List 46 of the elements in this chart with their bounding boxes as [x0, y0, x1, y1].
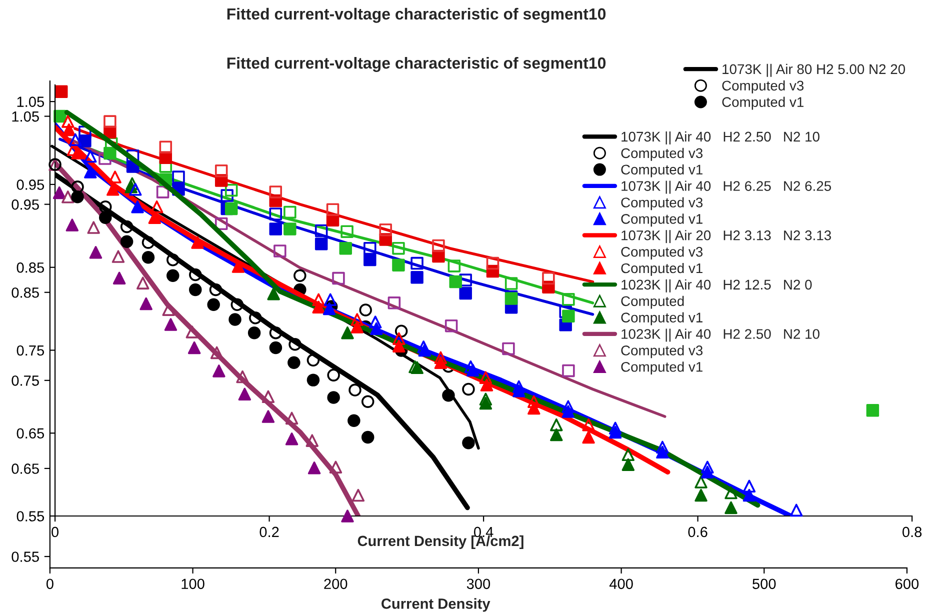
legend-label: Computed v3 [621, 345, 703, 358]
x-tick-label: 0.6 [688, 526, 708, 538]
y-tick-label: 0.65 [16, 428, 44, 439]
x-axis-title: Current Density [382, 598, 490, 612]
chart-title: Fitted current-voltage characteristic of segment10 [227, 56, 606, 72]
x-tick-label: 500 [752, 578, 776, 590]
legend-label: Computed v3 [621, 246, 703, 260]
y-tick-label: 0.75 [16, 345, 44, 356]
y-tick-label: 0.55 [16, 511, 44, 522]
x-tick-label: 200 [324, 578, 348, 590]
legend-label: Computed v3 [621, 148, 703, 161]
legend-label: Computed v1 [621, 262, 702, 276]
legend-label: 1073K || Air 40 H2 2.50 N2 10 [622, 131, 820, 144]
y-tick-label: 0.85 [12, 287, 39, 298]
legend-label: Computed v1 [621, 164, 702, 178]
x-tick-label: 400 [609, 578, 633, 590]
legend-label: 1073K || Air 20 H2 3.13 N2 3.13 [622, 230, 831, 244]
legend-label: Computed v1 [621, 362, 702, 375]
legend-label: 1023K || Air 40 H2 12.5 N2 0 [622, 279, 812, 292]
y-tick-label: 1.05 [12, 111, 39, 122]
x-tick-label: 0.4 [474, 526, 494, 538]
y-tick-label: 0.85 [16, 262, 44, 273]
y-tick-label: 0.75 [12, 376, 39, 386]
x-tick-label: 0 [52, 526, 59, 538]
x-axis-title: Current Density [A/cm2] [358, 535, 524, 549]
x-tick-label: 600 [896, 578, 919, 590]
legend-label: Computed v1 [621, 214, 702, 227]
legend-label: 1073K || Air 40 H2 6.25 N2 6.25 [622, 180, 831, 194]
legend-label: 1073K || Air 80 H2 5.00 N2 20 [722, 64, 906, 77]
x-tick-label: 100 [182, 578, 204, 590]
x-tick-label: 0 [46, 578, 54, 590]
x-tick-label: 300 [466, 578, 490, 590]
y-tick-label: 0.55 [12, 552, 39, 562]
x-tick-label: 0.8 [902, 526, 922, 538]
chart-title: Fitted current-voltage characteristic of segment10 [227, 8, 606, 23]
legend-label: Computed v3 [621, 197, 703, 210]
legend-label: 1023K || Air 40 H2 2.50 N2 10 [622, 328, 820, 342]
y-tick-label: 0.65 [12, 464, 39, 474]
legend-label: Computed v1 [621, 312, 702, 326]
y-tick-label: 0.95 [16, 180, 44, 190]
y-tick-label: 0.95 [12, 199, 39, 210]
x-tick-label: 0.2 [260, 526, 279, 538]
y-tick-label: 1.05 [17, 96, 44, 107]
legend-label: Computed v3 [722, 80, 804, 94]
legend-label: Computed v1 [722, 96, 804, 110]
legend-label: Computed [621, 296, 684, 309]
